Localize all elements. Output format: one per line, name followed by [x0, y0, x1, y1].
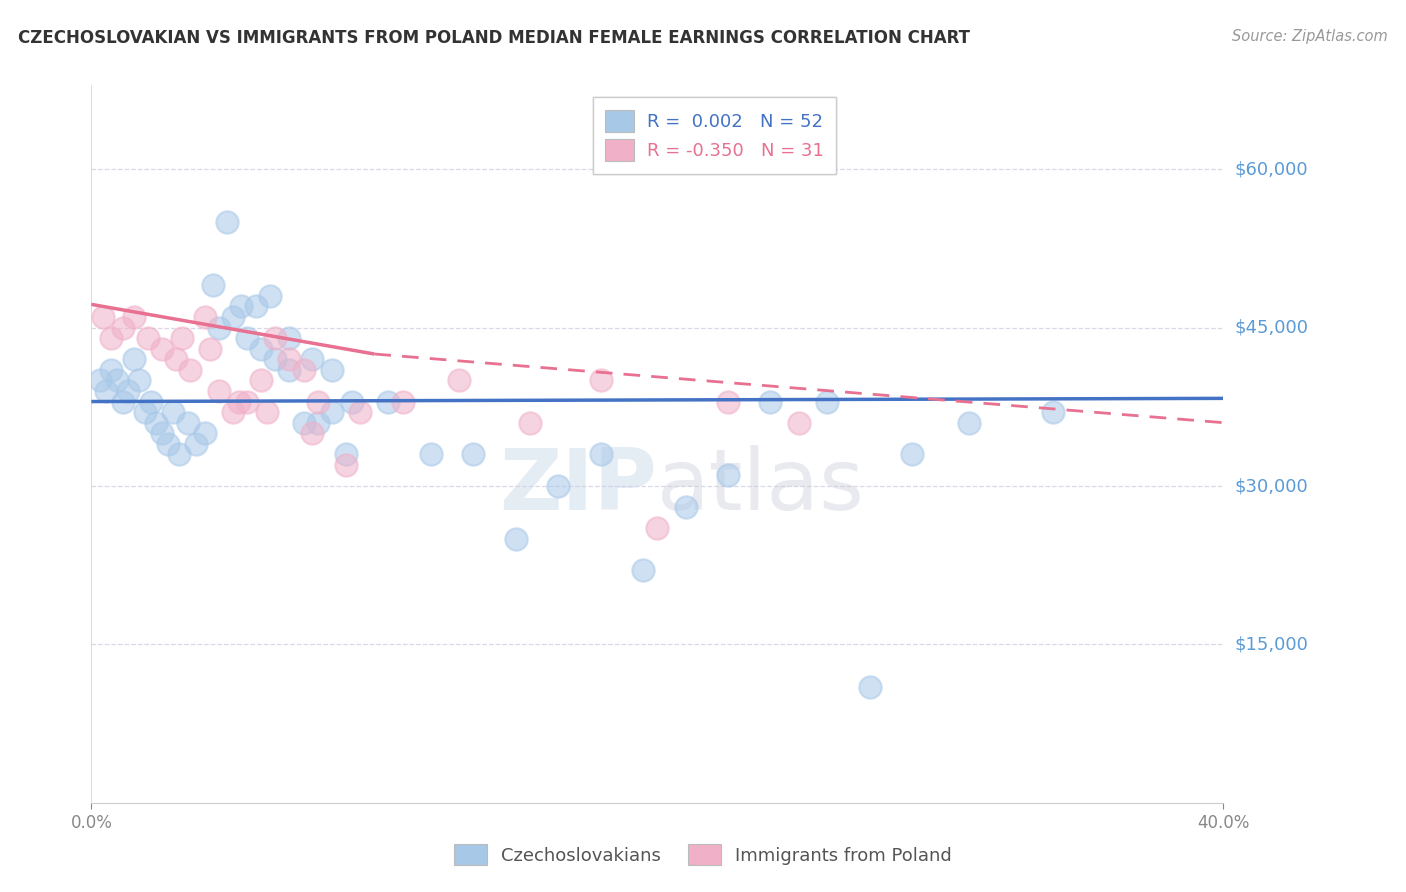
Point	[228, 394, 250, 409]
Point	[858, 680, 880, 694]
Text: $15,000: $15,000	[1234, 635, 1308, 654]
Point	[377, 394, 399, 409]
Point	[419, 447, 441, 461]
Point	[815, 394, 838, 409]
Point	[301, 426, 323, 441]
Point	[179, 363, 201, 377]
Point	[264, 352, 287, 367]
Point	[222, 310, 245, 324]
Point	[717, 394, 740, 409]
Point	[145, 416, 167, 430]
Point	[139, 394, 162, 409]
Point	[250, 342, 273, 356]
Point	[162, 405, 184, 419]
Point	[202, 278, 225, 293]
Point	[307, 394, 329, 409]
Text: $30,000: $30,000	[1234, 477, 1308, 495]
Point	[245, 300, 267, 314]
Point	[128, 373, 150, 387]
Point	[250, 373, 273, 387]
Point	[122, 310, 145, 324]
Point	[150, 426, 173, 441]
Point	[449, 373, 471, 387]
Point	[547, 479, 569, 493]
Point	[292, 416, 315, 430]
Point	[176, 416, 198, 430]
Point	[505, 532, 527, 546]
Text: atlas: atlas	[657, 445, 865, 528]
Legend: R =  0.002   N = 52, R = -0.350   N = 31: R = 0.002 N = 52, R = -0.350 N = 31	[593, 97, 837, 174]
Point	[150, 342, 173, 356]
Point	[335, 447, 357, 461]
Point	[301, 352, 323, 367]
Point	[208, 384, 231, 398]
Point	[631, 564, 654, 578]
Point	[463, 447, 485, 461]
Point	[321, 363, 343, 377]
Point	[391, 394, 413, 409]
Point	[759, 394, 782, 409]
Point	[264, 331, 287, 345]
Point	[259, 289, 281, 303]
Point	[589, 373, 612, 387]
Text: CZECHOSLOVAKIAN VS IMMIGRANTS FROM POLAND MEDIAN FEMALE EARNINGS CORRELATION CHA: CZECHOSLOVAKIAN VS IMMIGRANTS FROM POLAN…	[18, 29, 970, 46]
Legend: Czechoslovakians, Immigrants from Poland: Czechoslovakians, Immigrants from Poland	[447, 837, 959, 872]
Point	[236, 394, 259, 409]
Point	[519, 416, 541, 430]
Point	[91, 310, 114, 324]
Point	[193, 310, 217, 324]
Point	[675, 500, 697, 515]
Text: ZIP: ZIP	[499, 445, 657, 528]
Point	[217, 215, 239, 229]
Point	[292, 363, 315, 377]
Point	[111, 394, 134, 409]
Point	[340, 394, 363, 409]
Point	[94, 384, 117, 398]
Point	[105, 373, 128, 387]
Point	[957, 416, 980, 430]
Point	[335, 458, 357, 472]
Point	[165, 352, 187, 367]
Point	[278, 352, 301, 367]
Point	[349, 405, 371, 419]
Point	[222, 405, 245, 419]
Point	[100, 331, 122, 345]
Point	[134, 405, 156, 419]
Text: $60,000: $60,000	[1234, 161, 1308, 178]
Point	[321, 405, 343, 419]
Point	[231, 300, 253, 314]
Point	[117, 384, 139, 398]
Point	[278, 363, 301, 377]
Point	[89, 373, 111, 387]
Text: $45,000: $45,000	[1234, 318, 1309, 336]
Point	[167, 447, 190, 461]
Point	[645, 521, 668, 535]
Point	[200, 342, 222, 356]
Point	[111, 320, 134, 334]
Point	[122, 352, 145, 367]
Point	[1042, 405, 1064, 419]
Point	[278, 331, 301, 345]
Point	[156, 436, 179, 450]
Point	[787, 416, 810, 430]
Point	[589, 447, 612, 461]
Point	[236, 331, 259, 345]
Point	[100, 363, 122, 377]
Point	[901, 447, 924, 461]
Point	[136, 331, 159, 345]
Point	[184, 436, 207, 450]
Point	[256, 405, 278, 419]
Point	[170, 331, 193, 345]
Point	[193, 426, 217, 441]
Point	[717, 468, 740, 483]
Point	[307, 416, 329, 430]
Text: Source: ZipAtlas.com: Source: ZipAtlas.com	[1232, 29, 1388, 44]
Point	[208, 320, 231, 334]
